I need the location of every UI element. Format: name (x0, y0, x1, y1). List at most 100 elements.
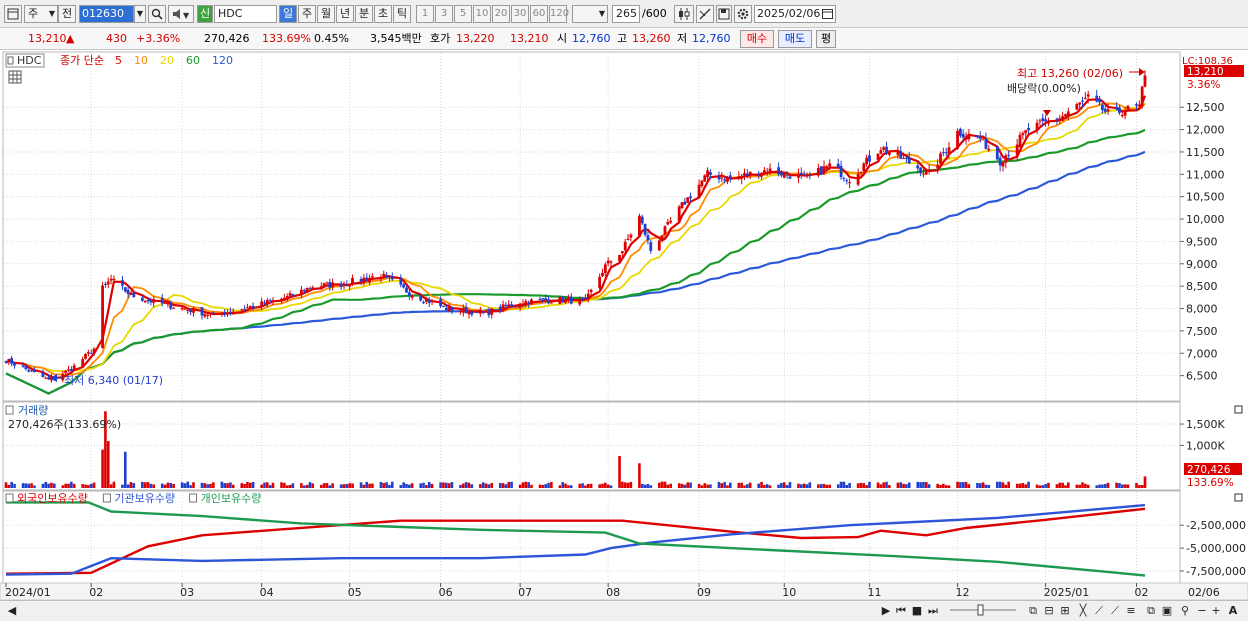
chart-area[interactable]: 6,500 7,000 7,500 8,000 8,500 9,000 9,500 10,00… (0, 50, 1248, 600)
holding-panel-close-icon[interactable] (1234, 493, 1243, 502)
price-panel[interactable] (2, 51, 1181, 402)
minute-tab-60[interactable]: 60 (530, 5, 548, 23)
candle-body (788, 176, 792, 179)
layout-icon[interactable] (4, 5, 22, 23)
candle-icon[interactable] (674, 5, 694, 23)
date-input[interactable]: 2025/02/06 (754, 5, 836, 23)
candle-body (1143, 75, 1147, 87)
candle-body (478, 309, 482, 314)
panel-split-icon[interactable]: ⊟ (1044, 604, 1054, 617)
period-tab-0[interactable]: 일 (279, 5, 297, 23)
speaker-icon[interactable]: ▼ (168, 5, 194, 23)
candle-body (663, 226, 667, 235)
prev-button[interactable]: 전 (58, 5, 76, 23)
minute-tab-10[interactable]: 10 (473, 5, 491, 23)
stock-code-input[interactable]: 012630 (79, 5, 134, 23)
zoom-slider[interactable] (948, 603, 1018, 619)
period-tab-5[interactable]: 초 (374, 5, 392, 23)
sell-button[interactable]: 매도 (778, 30, 812, 48)
panel-add-icon[interactable]: ⊞ (1060, 604, 1070, 617)
minute-tab-3[interactable]: 3 (435, 5, 453, 23)
magnifier-icon[interactable]: ⚲ (1180, 604, 1190, 617)
volume-panel[interactable] (2, 401, 1181, 491)
font-size-icon[interactable]: A (1228, 604, 1238, 617)
draw-tool-icon[interactable] (696, 5, 714, 23)
period-tab-3[interactable]: 년 (336, 5, 354, 23)
candle-body (21, 365, 25, 367)
minute-tab-30[interactable]: 30 (511, 5, 529, 23)
volume-bar (1143, 476, 1147, 488)
period-tab-1[interactable]: 주 (298, 5, 316, 23)
volume-bar (1078, 484, 1081, 488)
candle-body (527, 302, 531, 305)
volume-bar (484, 483, 488, 488)
volume-bar (467, 482, 471, 488)
svg-text:▼: ▼ (183, 11, 190, 20)
volume-bar (726, 485, 729, 488)
print-icon[interactable]: ▣ (1161, 604, 1173, 617)
zoom-in-icon[interactable]: + (1211, 604, 1221, 617)
low-label: 저 (677, 32, 688, 45)
fibo-icon[interactable]: ⟋ (1111, 604, 1119, 617)
candle-body (740, 175, 744, 179)
candle-body (4, 361, 8, 363)
candle-body (1140, 86, 1144, 106)
last-page-icon[interactable]: ⏭ (928, 604, 938, 617)
period-tab-6[interactable]: 틱 (393, 5, 411, 23)
count-input[interactable]: 265 (612, 5, 640, 23)
table-icon[interactable] (8, 70, 22, 84)
candle-body (112, 278, 116, 281)
volume-bar (112, 481, 116, 488)
calendar-icon[interactable] (822, 8, 833, 19)
panel-layout-icon[interactable]: ⧉ (1029, 604, 1037, 617)
market-type-select[interactable]: 주 ▼ (24, 5, 58, 23)
month-label: 02 (89, 586, 103, 599)
holding-tick-label: -5,000,000 (1186, 542, 1246, 555)
copy-icon[interactable]: ⧉ (1147, 604, 1155, 617)
holding-panel[interactable] (2, 490, 1181, 584)
candle-body (961, 133, 965, 138)
candle-body (251, 305, 255, 309)
volume-bar (240, 483, 244, 488)
volume-bar (777, 484, 780, 488)
price-tick-label: 7,500 (1186, 325, 1218, 338)
volume-bar (220, 481, 224, 488)
last-price-tag (1184, 65, 1244, 77)
price-tick-label: 8,000 (1186, 303, 1218, 316)
scroll-left-icon[interactable]: ◀ (7, 604, 17, 617)
candle-body (601, 272, 604, 277)
volume-bar (729, 482, 732, 488)
candle-body (956, 130, 959, 149)
minute-tab-1[interactable]: 1 (416, 5, 434, 23)
search-icon[interactable] (148, 5, 166, 23)
crosshair-icon[interactable]: ╳ (1079, 604, 1087, 617)
stock-name-field[interactable]: HDC (214, 5, 277, 23)
period-tab-2[interactable]: 월 (317, 5, 335, 23)
code-dropdown-icon[interactable]: ▼ (134, 5, 146, 23)
minute-custom-select[interactable]: ▼ (572, 5, 608, 23)
volume-bar (72, 483, 76, 488)
minute-tab-20[interactable]: 20 (492, 5, 510, 23)
minute-tab-120[interactable]: 120 (549, 5, 569, 23)
candle-body (106, 281, 110, 285)
channel-icon[interactable]: ≡ (1126, 604, 1136, 617)
trendline-icon[interactable]: ⟋ (1095, 604, 1103, 617)
save-icon[interactable] (716, 5, 732, 23)
buy-button[interactable]: 매수 (740, 30, 774, 48)
scroll-right-icon[interactable]: ▶ (881, 604, 891, 617)
period-tab-4[interactable]: 분 (355, 5, 373, 23)
eval-button[interactable]: 평 (816, 30, 836, 48)
candle-body (461, 307, 465, 313)
volume-bar (922, 482, 925, 488)
first-page-icon[interactable]: ⏮ (896, 604, 906, 617)
gear-icon[interactable] (734, 5, 752, 23)
volume-panel-close-icon[interactable] (1234, 405, 1243, 414)
zoom-out-icon[interactable]: − (1197, 604, 1207, 617)
stop-icon[interactable]: ■ (911, 604, 923, 617)
volume-bar (30, 483, 33, 488)
volume-bar (800, 484, 803, 488)
candle-body (481, 311, 485, 313)
candle-body (689, 196, 692, 199)
minute-tab-5[interactable]: 5 (454, 5, 472, 23)
volume-bar (888, 485, 891, 488)
